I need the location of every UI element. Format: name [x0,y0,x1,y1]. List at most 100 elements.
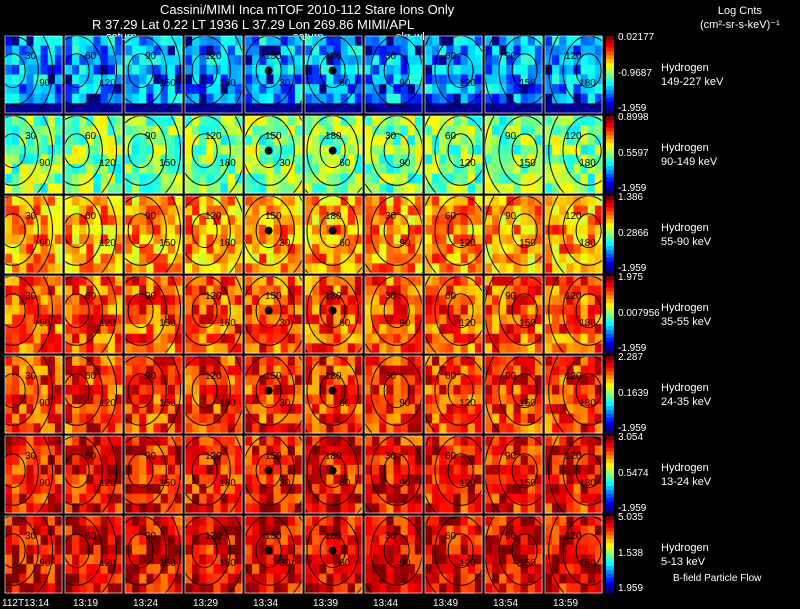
heatmap-cell [266,564,275,575]
heatmap-cell [407,276,416,287]
heatmap-cell [305,544,313,556]
heatmap-cell [460,285,469,296]
heatmap-cell [386,423,395,434]
heatmap-cell [199,244,207,255]
heatmap-cell [474,314,483,325]
heatmap-cell [573,544,582,556]
heatmap-cell [499,263,507,274]
colorbar-segment [606,417,614,422]
heatmap-cell [213,285,222,296]
heatmap-cell [192,64,200,76]
heatmap-cell [559,455,567,466]
heatmap-cell [347,276,356,287]
heatmap-cell [393,343,402,354]
heatmap-cell [566,384,575,396]
heatmap-cell [185,196,193,207]
heatmap-cell [5,324,13,335]
colorbar-segment [606,89,614,95]
heatmap-cell [400,93,409,104]
heatmap-cell [467,55,476,66]
heatmap-cell [527,164,536,175]
heatmap-cell [54,103,63,114]
heatmap-cell [132,295,140,306]
heatmap-cell [245,573,253,584]
contour-line [511,213,538,249]
heatmap-cell [245,356,253,367]
colorbar-segment [606,322,614,327]
heatmap-cell [354,583,363,594]
heatmap-cell [280,516,289,527]
heatmap-cell [545,93,553,104]
contour-line [65,533,90,569]
heatmap-cell [467,333,476,344]
heatmap-cell [273,183,282,194]
heatmap-cell [93,173,102,184]
colorbar-segment [606,413,614,419]
heatmap-cell [559,285,567,296]
heatmap-cell [312,503,320,514]
heatmap-cell [446,564,455,575]
heatmap-cell [79,125,87,136]
heatmap-cell [305,525,313,536]
pitch-panel-r2-c7 [424,195,483,274]
heatmap-cell [19,183,27,194]
heatmap-cell [372,404,380,415]
heatmap-cell [513,144,522,156]
heatmap-cell [305,64,313,76]
heatmap-cell [79,474,87,485]
heatmap-cell [340,324,349,335]
heatmap-cell [139,324,147,335]
heatmap-cell [467,144,476,156]
heatmap-cell [333,564,342,575]
heatmap-cell [65,215,73,226]
heatmap-cell [5,356,13,367]
heatmap-cell [65,164,73,175]
heatmap-cell [506,554,515,565]
heatmap-cell [545,295,553,306]
bfield-marker [264,546,273,555]
heatmap-cell [125,253,133,264]
heatmap-cell [220,333,229,344]
heatmap-cell [294,525,303,536]
heatmap-cell [114,183,123,194]
heatmap-cell [312,365,320,376]
heatmap-cell [33,423,42,434]
heatmap-cell [213,343,222,354]
heatmap-cell [192,484,200,495]
heatmap-cell [33,64,42,76]
heatmap-cell [93,324,102,335]
heatmap-cell [153,103,162,114]
heatmap-cell [33,144,42,156]
heatmap-cell [65,583,73,594]
heatmap-cell [527,375,536,386]
heatmap-cell [485,285,493,296]
heatmap-cell [460,404,469,415]
heatmap-cell [333,276,342,287]
heatmap-cell [206,93,215,104]
heatmap-cell [185,45,193,56]
heatmap-cell [506,116,515,127]
heatmap-cell [287,183,296,194]
heatmap-cell [153,535,162,546]
heatmap-cell [72,503,80,514]
colorbar-segment [606,562,614,567]
heatmap-cell [86,244,95,255]
heatmap-cell [273,244,282,255]
heatmap-cell [213,135,222,146]
heatmap-cell [312,394,320,405]
heatmap-cell [432,253,440,264]
heatmap-cell [192,554,200,565]
heatmap-cell [333,36,342,47]
heatmap-cell [93,404,102,415]
heatmap-cell [506,564,515,575]
heatmap-cell [386,394,395,405]
heatmap-cell [54,74,63,85]
heatmap-cell [280,116,289,127]
heatmap-cell [393,253,402,264]
heatmap-cell [79,564,87,575]
heatmap-cell [559,535,567,546]
heatmap-cell [5,285,13,296]
heatmap-cell [206,64,215,76]
heatmap-cell [266,215,275,226]
